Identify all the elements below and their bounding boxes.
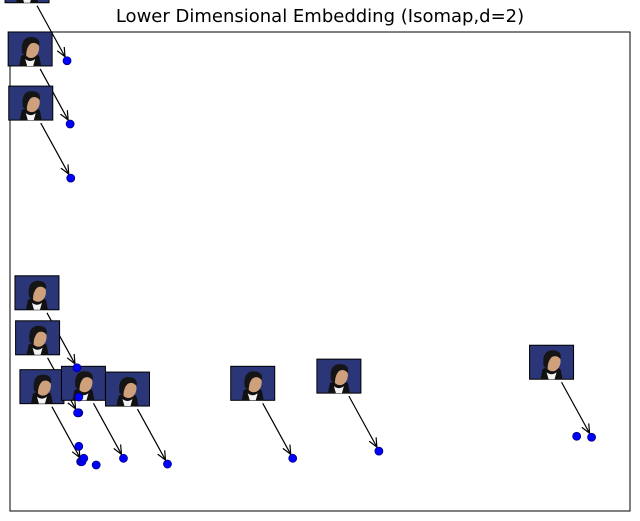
annotation-arrow [39, 68, 68, 120]
annotation-arrow [51, 406, 80, 458]
face-thumbnail [230, 365, 276, 401]
annotation-arrow [36, 5, 65, 57]
face-thumbnail [19, 369, 65, 405]
annotation-arrow [136, 408, 165, 460]
data-point [288, 453, 298, 463]
face-thumbnail [14, 275, 60, 311]
data-point [74, 441, 84, 451]
face-thumbnail [316, 358, 362, 394]
data-point [119, 453, 128, 463]
face-thumbnail [8, 85, 54, 121]
data-point [91, 460, 101, 470]
annotation-arrow [92, 403, 121, 454]
data-point [73, 408, 82, 418]
annotation-arrow [40, 122, 69, 174]
chart-title: Lower Dimensional Embedding (Isomap,d=2) [115, 6, 525, 27]
face-thumbnail [529, 344, 575, 380]
data-point [163, 459, 172, 469]
data-point [72, 363, 82, 373]
annotation-arrow [262, 403, 291, 454]
data-point [66, 173, 76, 183]
data-point [374, 446, 384, 456]
data-point [79, 453, 89, 463]
annotation-arrow [348, 395, 377, 447]
data-point [587, 432, 596, 442]
plot-frame [9, 31, 631, 512]
face-thumbnail [4, 0, 50, 4]
face-thumbnail [104, 371, 150, 407]
data-point [74, 392, 84, 402]
data-point [65, 119, 75, 129]
data-point [62, 56, 72, 66]
face-thumbnail [7, 31, 53, 67]
face-thumbnail [60, 365, 106, 401]
annotation-arrow [561, 381, 590, 433]
face-thumbnail [15, 320, 61, 356]
data-point [572, 431, 582, 441]
